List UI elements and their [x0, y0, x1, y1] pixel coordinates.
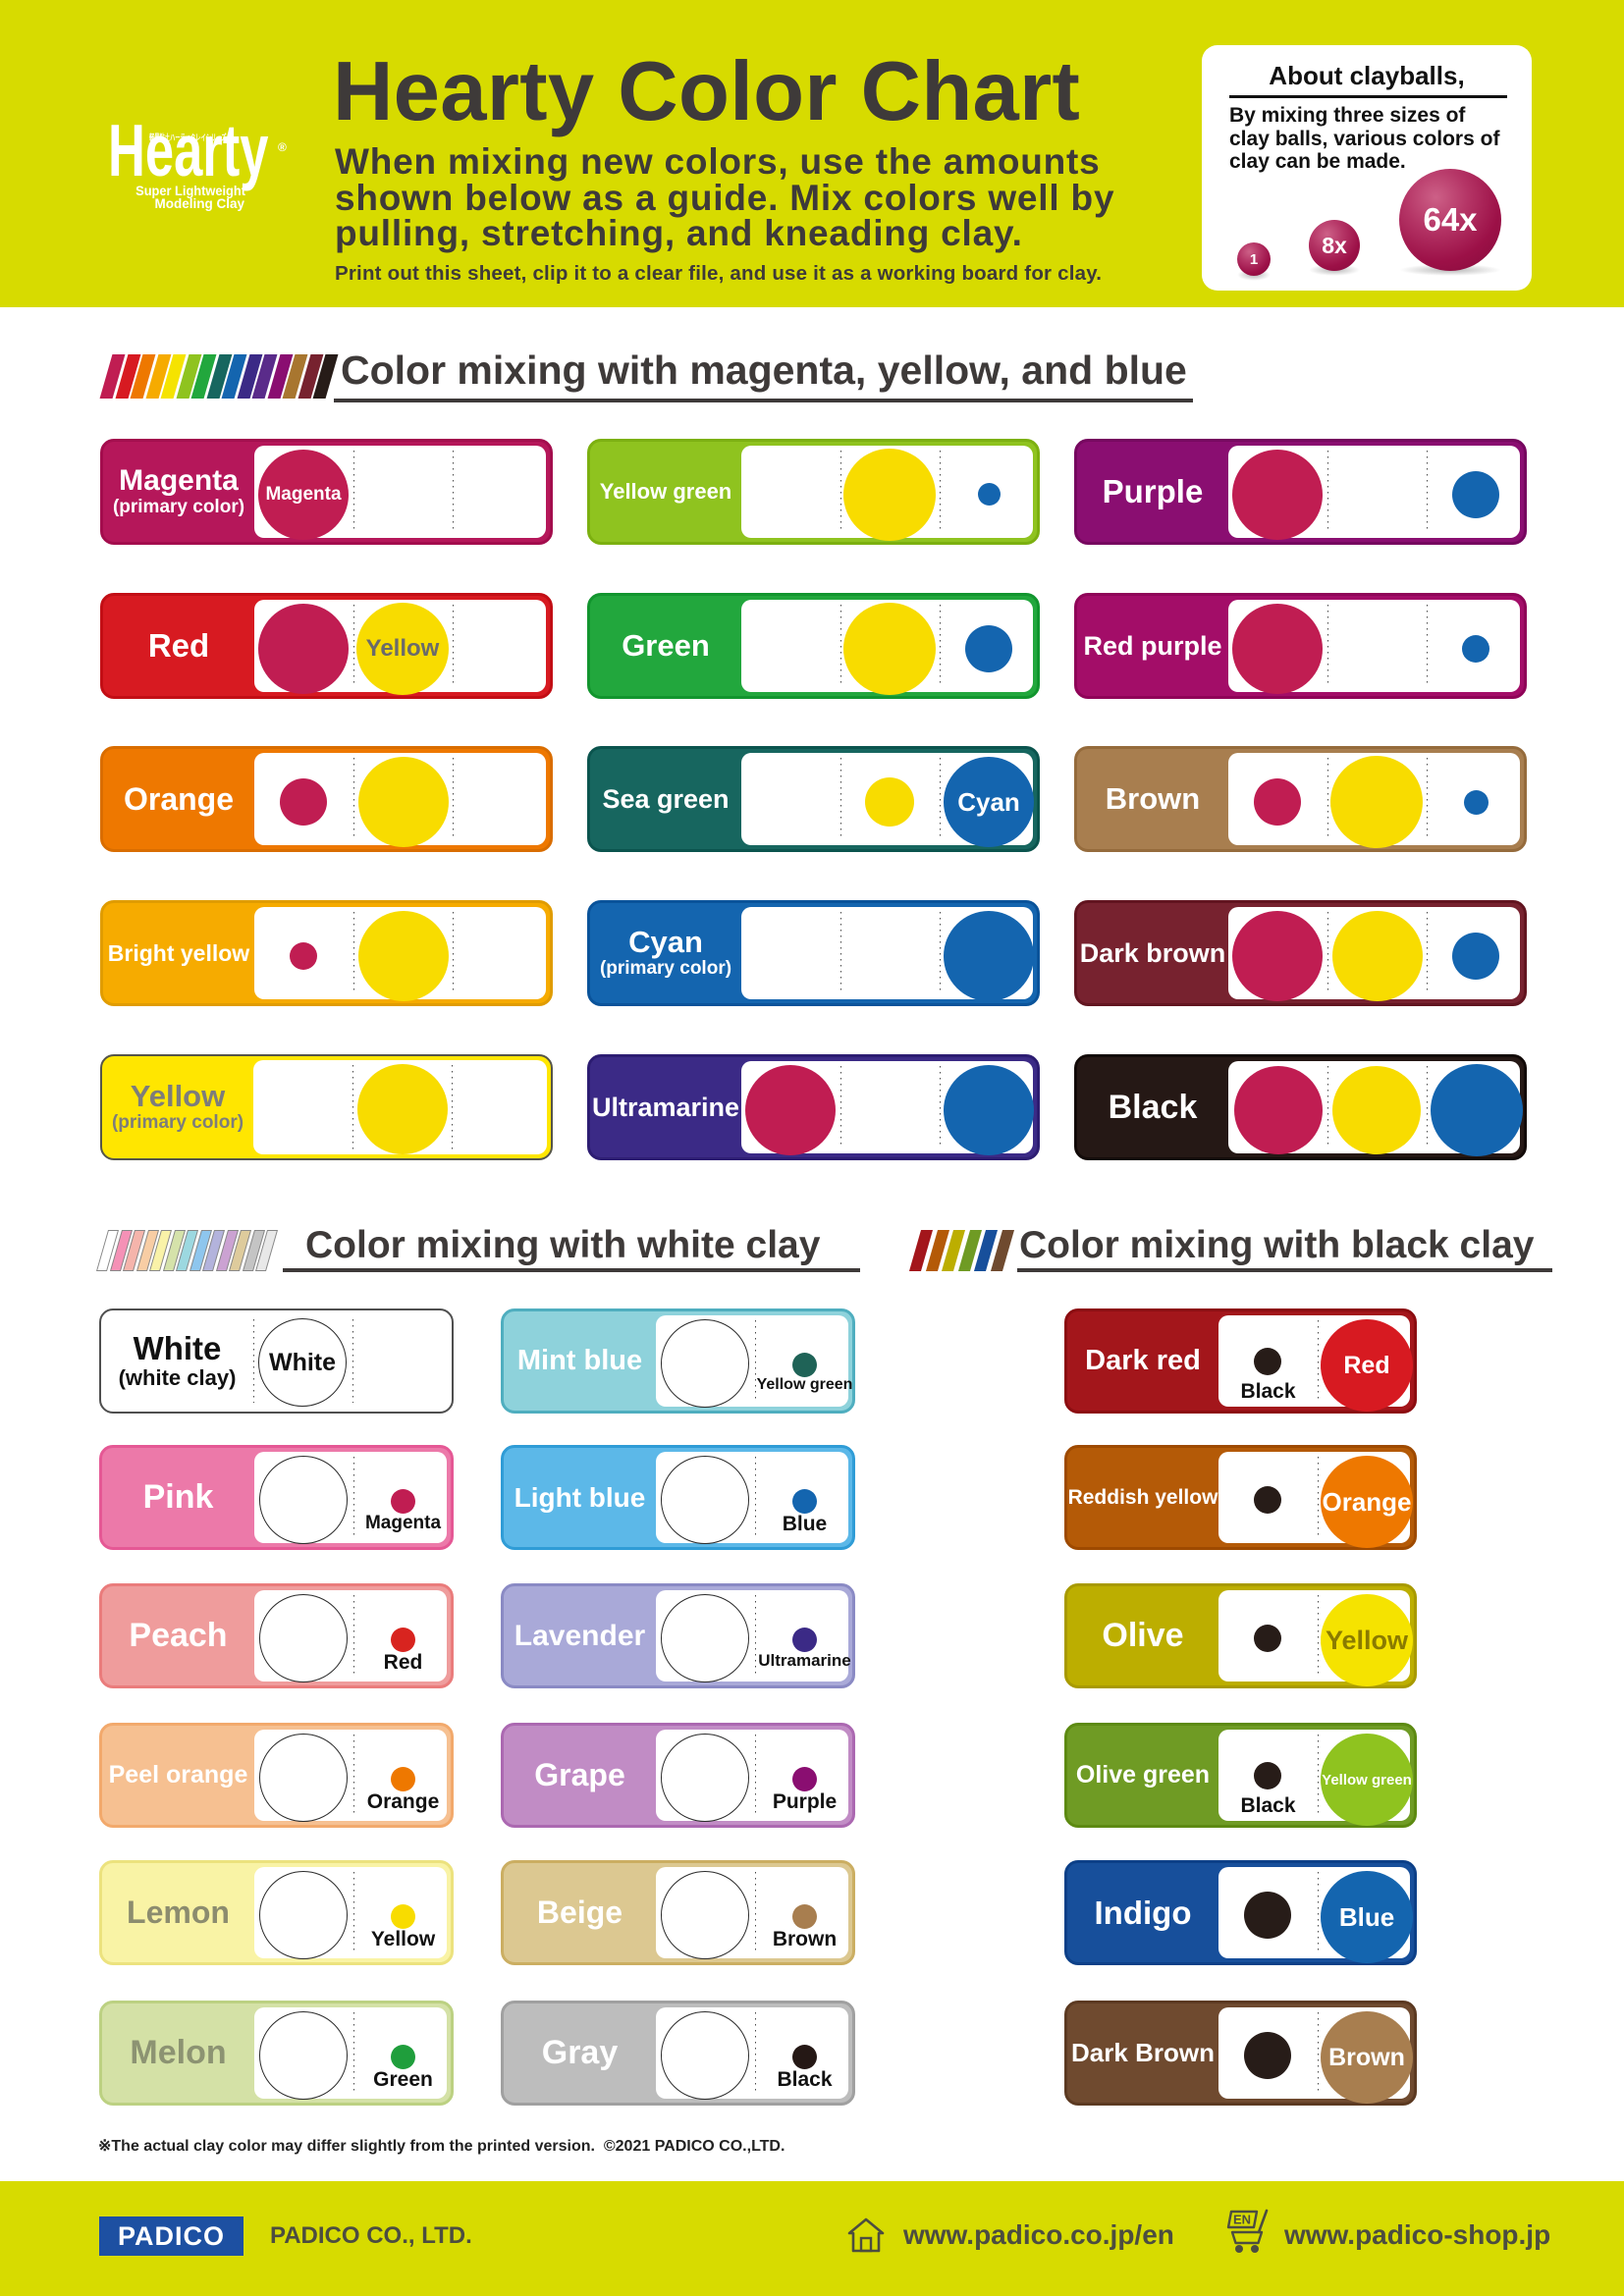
svg-text:EN: EN	[1233, 2213, 1251, 2227]
